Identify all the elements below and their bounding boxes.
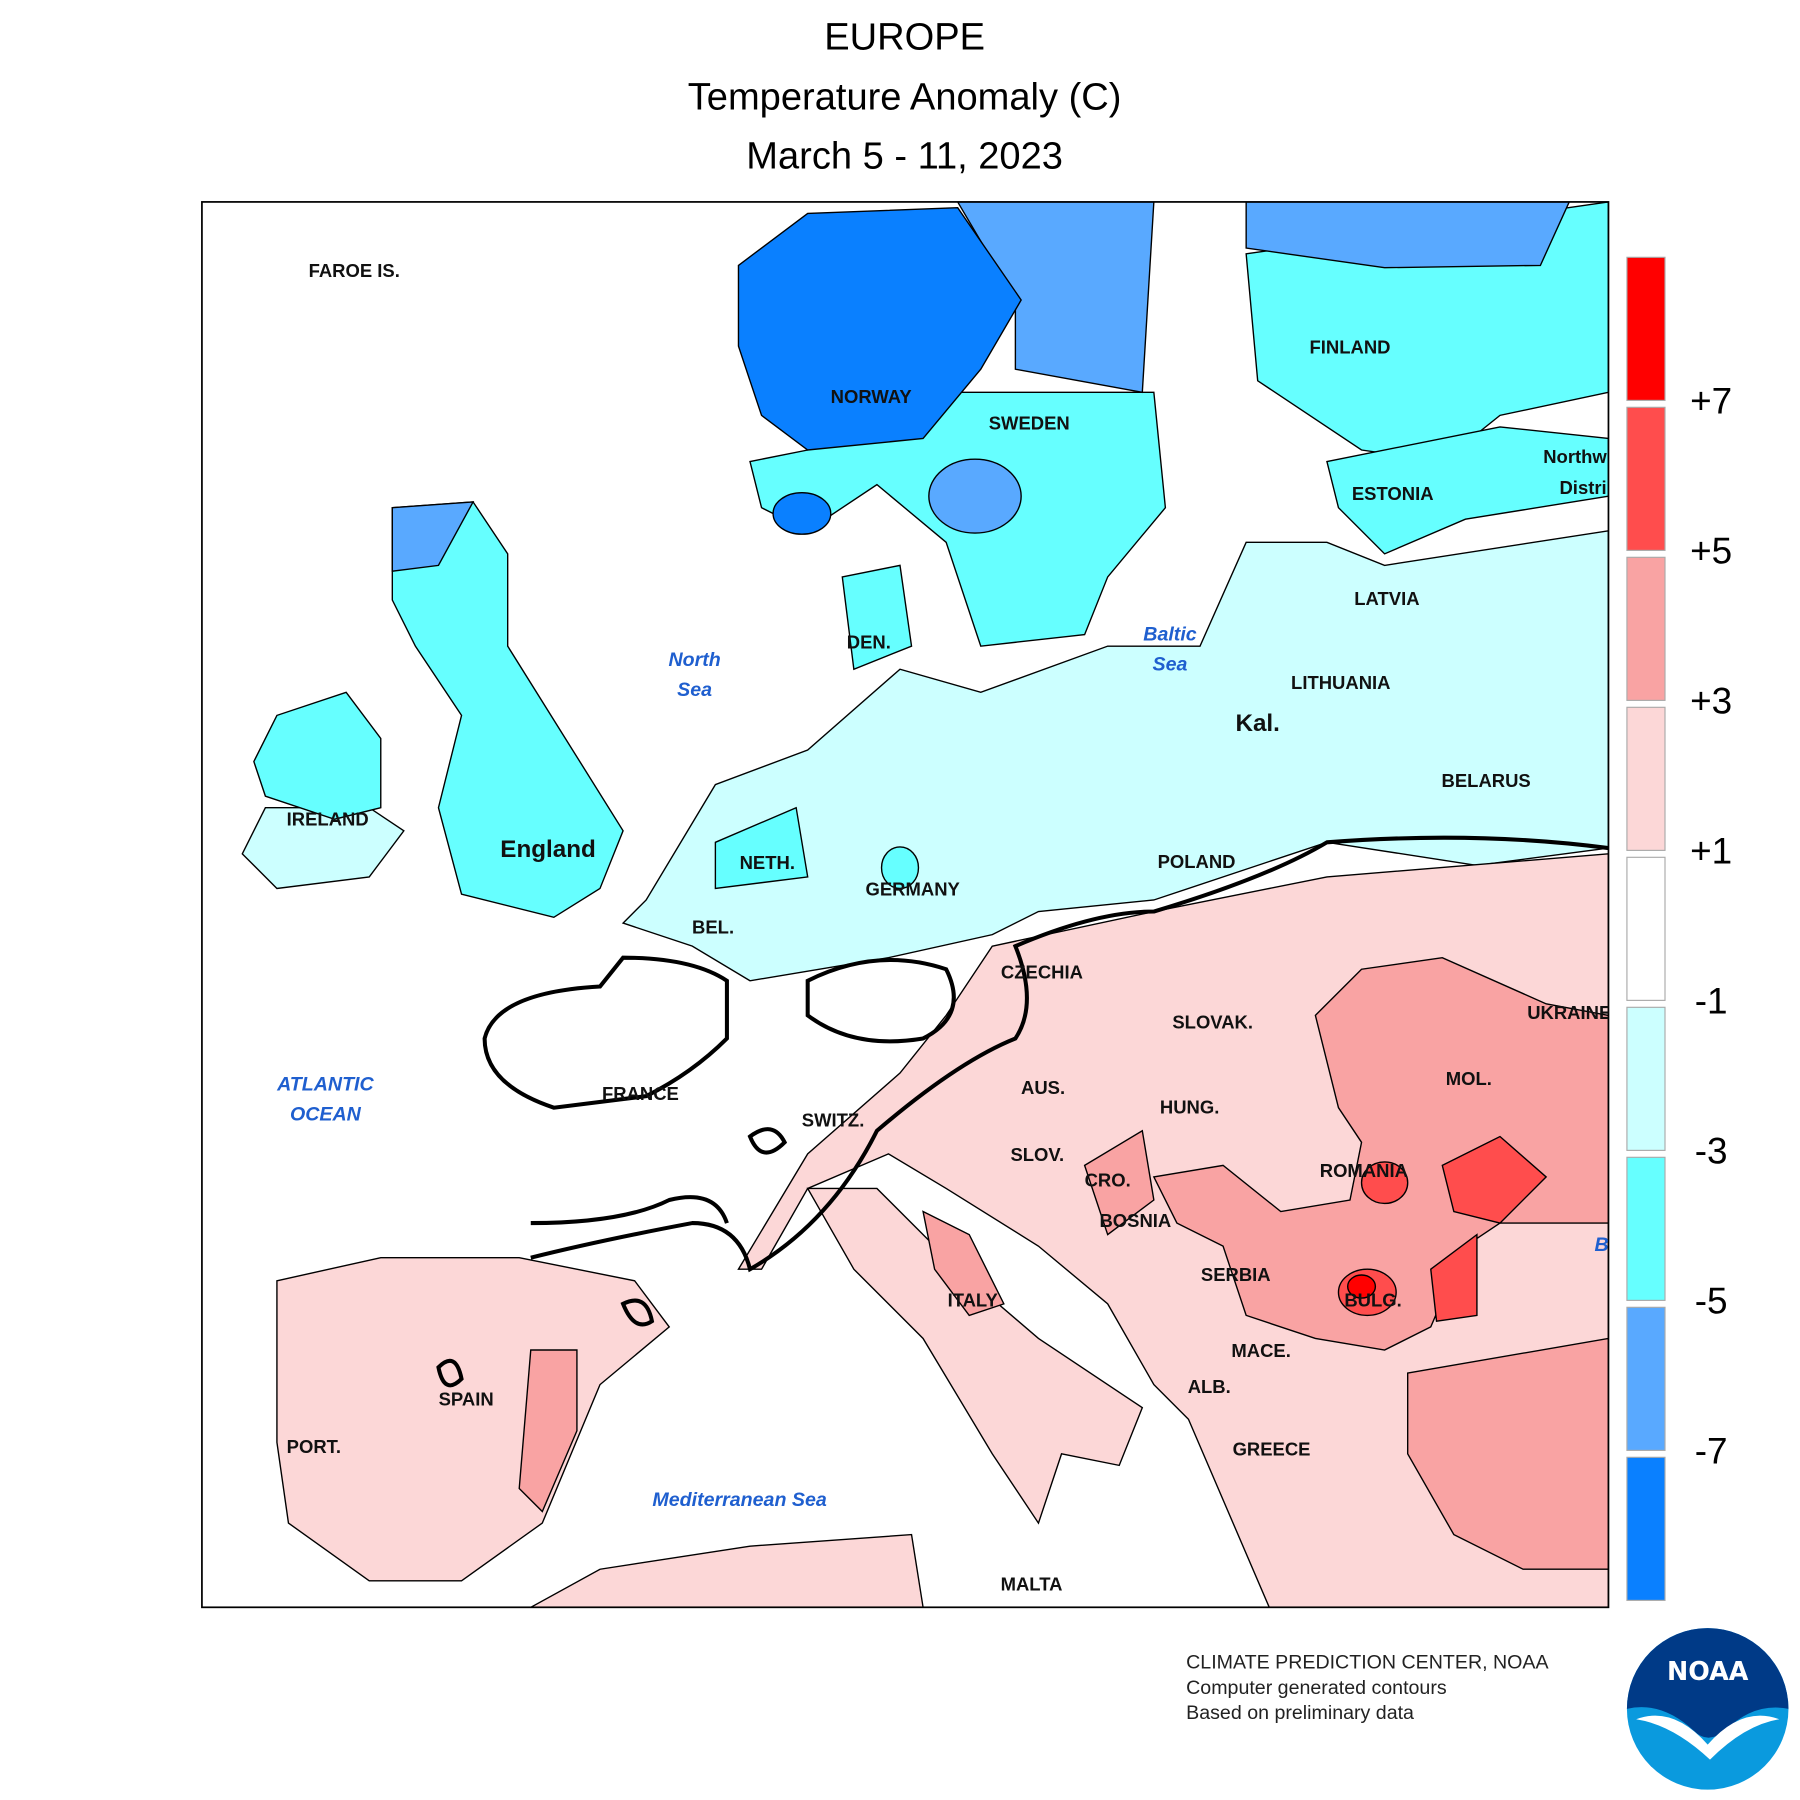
noaa-logo: NOAA xyxy=(1626,1628,1789,1790)
credit: CLIMATE PREDICTION CENTER, NOAA xyxy=(1186,1651,1549,1673)
country-label: BOSNIA xyxy=(1099,1210,1171,1231)
legend-label: -1 xyxy=(1695,981,1728,1022)
country-label: GERMANY xyxy=(866,879,961,900)
legend-swatch xyxy=(1626,256,1666,401)
country-label: SLOV. xyxy=(1010,1144,1064,1165)
country-label: LATVIA xyxy=(1354,588,1419,609)
sea-label: Baltic xyxy=(1143,623,1196,645)
legend-label: +7 xyxy=(1690,381,1732,422)
legend-swatch xyxy=(1626,556,1666,701)
country-label: CRO. xyxy=(1085,1169,1131,1190)
sea-label: Sea xyxy=(1153,653,1188,675)
country-label: Kal. xyxy=(1235,710,1279,737)
country-label: POLAND xyxy=(1158,851,1236,872)
legend-swatch xyxy=(1626,1456,1666,1601)
region-title: EUROPE xyxy=(824,17,985,59)
country-label: SERBIA xyxy=(1201,1264,1271,1285)
logo-text: NOAA xyxy=(1667,1656,1749,1686)
country-label: BEL. xyxy=(692,917,734,938)
sea-label: OCEAN xyxy=(290,1103,362,1125)
chart-title: Temperature Anomaly (C) xyxy=(688,77,1122,119)
legend-swatch xyxy=(1626,706,1666,851)
legend: +7 +5 +3 +1 -1 -3 -5 -7 xyxy=(1626,256,1732,1601)
country-label: CZECHIA xyxy=(1001,962,1083,983)
country-label: GREECE xyxy=(1233,1438,1311,1459)
country-label: ESTONIA xyxy=(1352,483,1434,504)
credit: Based on preliminary data xyxy=(1186,1702,1414,1724)
credit: Computer generated contours xyxy=(1186,1677,1447,1699)
sea-label: North xyxy=(668,649,720,671)
country-label: DEN. xyxy=(847,632,891,653)
country-label: England xyxy=(500,836,596,863)
legend-swatch xyxy=(1626,1156,1666,1301)
legend-label: -7 xyxy=(1695,1431,1728,1472)
country-label: LITHUANIA xyxy=(1291,672,1390,693)
country-label: BULG. xyxy=(1344,1289,1401,1310)
country-label: FINLAND xyxy=(1310,336,1391,357)
legend-label: -5 xyxy=(1695,1281,1728,1322)
country-label: Distri xyxy=(1559,477,1606,498)
country-label: FRANCE xyxy=(602,1083,679,1104)
legend-swatch xyxy=(1626,1006,1666,1151)
country-label: MACE. xyxy=(1231,1340,1290,1361)
country-label: BELARUS xyxy=(1442,770,1531,791)
country-label: MOL. xyxy=(1446,1068,1492,1089)
legend-swatch xyxy=(1626,856,1666,1001)
legend-label: -3 xyxy=(1695,1131,1728,1172)
legend-swatch xyxy=(1626,406,1666,551)
country-label: ROMANIA xyxy=(1320,1160,1408,1181)
country-label: HUNG. xyxy=(1160,1097,1219,1118)
country-label: SWEDEN xyxy=(989,412,1070,433)
map-labels: FAROE IS. NORWAY SWEDEN FINLAND ESTONIA … xyxy=(276,260,1611,1594)
legend-swatch xyxy=(1626,1306,1666,1451)
sea-label: Mediterranean Sea xyxy=(652,1489,826,1511)
country-label: NORWAY xyxy=(831,386,913,407)
country-label: IRELAND xyxy=(287,808,369,829)
country-label: UKRAINE xyxy=(1527,1002,1611,1023)
country-label: MALTA xyxy=(1001,1573,1063,1594)
period: March 5 - 11, 2023 xyxy=(746,135,1063,177)
country-label: AUS. xyxy=(1021,1077,1065,1098)
legend-label: +1 xyxy=(1690,831,1732,872)
legend-label: +5 xyxy=(1690,531,1732,572)
country-label: FAROE IS. xyxy=(309,260,400,281)
sea-label: B xyxy=(1594,1234,1608,1256)
country-label: ALB. xyxy=(1188,1376,1231,1397)
country-label: SLOVAK. xyxy=(1172,1011,1253,1032)
map xyxy=(201,201,1609,1608)
legend-label: +3 xyxy=(1690,681,1732,722)
country-label: Northw xyxy=(1543,446,1607,467)
country-label: SPAIN xyxy=(439,1389,494,1410)
country-label: PORT. xyxy=(287,1436,341,1457)
country-label: NETH. xyxy=(740,852,795,873)
country-label: SWITZ. xyxy=(802,1109,865,1130)
sea-label: Sea xyxy=(677,679,712,701)
sea-label: ATLANTIC xyxy=(276,1073,374,1095)
country-label: ITALY xyxy=(948,1289,999,1310)
map-frame xyxy=(201,201,1610,1609)
